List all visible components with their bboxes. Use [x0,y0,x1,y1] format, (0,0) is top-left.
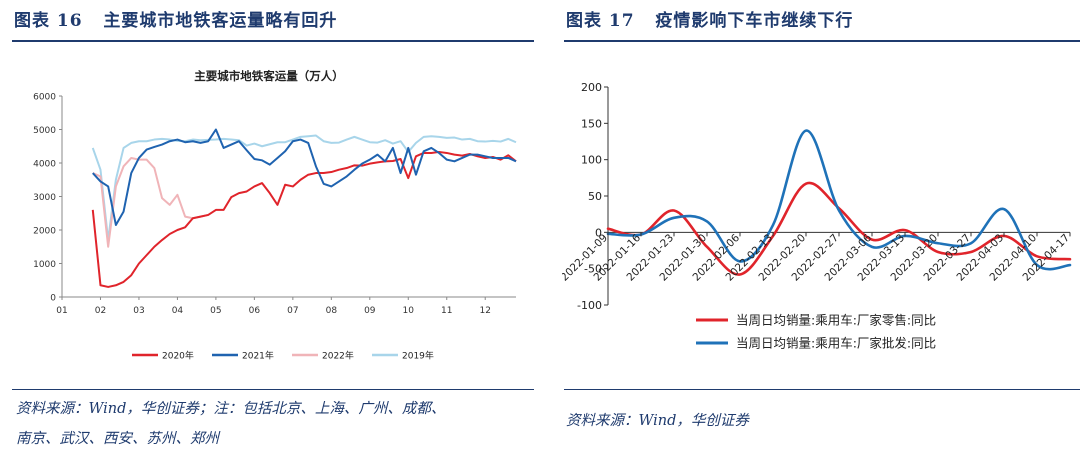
y-tick-label: 50 [588,190,602,203]
figure-16-title: 图表 16 主要城市地铁客运量略有回升 [14,6,337,31]
series-line-2019年 [91,134,517,242]
source-divider [12,389,534,390]
y-tick-label: 4000 [33,160,56,170]
legend-label-当周日均销量:乘用车:厂家批发:同比: 当周日均销量:乘用车:厂家批发:同比 [736,336,936,351]
x-tick-label: 07 [287,306,298,316]
x-tick-label: 12 [479,306,490,316]
title-divider [564,40,1080,42]
x-tick-label: 02 [95,306,106,316]
figure-16-label: 图表 16 [14,11,83,31]
y-tick-label: 150 [581,117,602,130]
series-line-2022年 [92,156,209,248]
legend-label-2019年: 2019年 [402,350,434,362]
x-tick-label: 09 [364,306,376,316]
figure-17-title: 图表 17 疫情影响下车市继续下行 [566,6,853,31]
series-line-2021年 [92,128,517,226]
series-line-当周日均销量:乘用车:厂家批发:同比 [606,129,1072,271]
legend-label-2022年: 2022年 [322,350,354,362]
x-tick-label: 05 [210,306,221,316]
source-line-1: 资料来源：Wind，华创证券；注：包括北京、上海、广州、成都、 [16,401,446,417]
y-tick-label: 0 [595,226,602,239]
y-tick-label: 0 [50,294,56,304]
y-tick-label: 100 [581,154,602,167]
x-tick-label: 11 [441,306,452,316]
y-tick-label: 1000 [33,260,56,270]
subway-ridership-chart: 主要城市地铁客运量（万人） 0 1000 2000 3000 4000 5000 6000 01… [33,69,517,362]
y-tick-label: -100 [577,299,602,312]
y-tick-label: 2000 [33,227,56,237]
x-tick-label: 06 [249,306,261,316]
figure-16-source: 资料来源：Wind，华创证券；注：包括北京、上海、广州、成都、 南京、武汉、西安… [16,394,536,454]
figure-17-heading: 疫情影响下车市继续下行 [655,11,854,31]
chart-title: 主要城市地铁客运量（万人） [194,69,344,83]
source-line: 资料来源：Wind，华创证券 [566,413,749,429]
source-divider [564,389,1080,390]
x-tick-label: 08 [326,306,338,316]
source-line-2: 南京、武汉、西安、苏州、郑州 [16,431,219,447]
y-tick-label: 5000 [33,126,56,136]
figure-16-heading: 主要城市地铁客运量略有回升 [103,11,338,31]
series-line-2020年 [91,150,517,288]
legend-label-2021年: 2021年 [242,350,274,362]
y-tick-label: 200 [581,81,602,94]
title-divider [12,40,534,42]
x-tick-label: 01 [56,306,67,316]
y-tick-label: 6000 [33,93,56,103]
y-tick-label: 3000 [33,193,56,203]
y-tick-label: -50 [584,263,602,276]
figure-17-label: 图表 17 [566,11,635,31]
right-figure-panel: 图表 17 疫情影响下车市继续下行 -100 -50 0 50 100 150 200 202… [562,0,1080,461]
figure-17-source: 资料来源：Wind，华创证券 [566,406,1066,436]
x-tick-label: 10 [403,306,415,316]
legend-label-2020年: 2020年 [162,350,194,362]
car-sales-yoy-chart: -100-500501001502002022-01-092022-01-162… [562,81,1072,351]
x-tick-label: 04 [172,306,184,316]
legend-label-当周日均销量:乘用车:厂家零售:同比: 当周日均销量:乘用车:厂家零售:同比 [736,313,936,328]
left-figure-panel: 图表 16 主要城市地铁客运量略有回升 主要城市地铁客运量（万人） 0 1000 20… [12,6,536,454]
x-tick-label: 03 [133,306,144,316]
